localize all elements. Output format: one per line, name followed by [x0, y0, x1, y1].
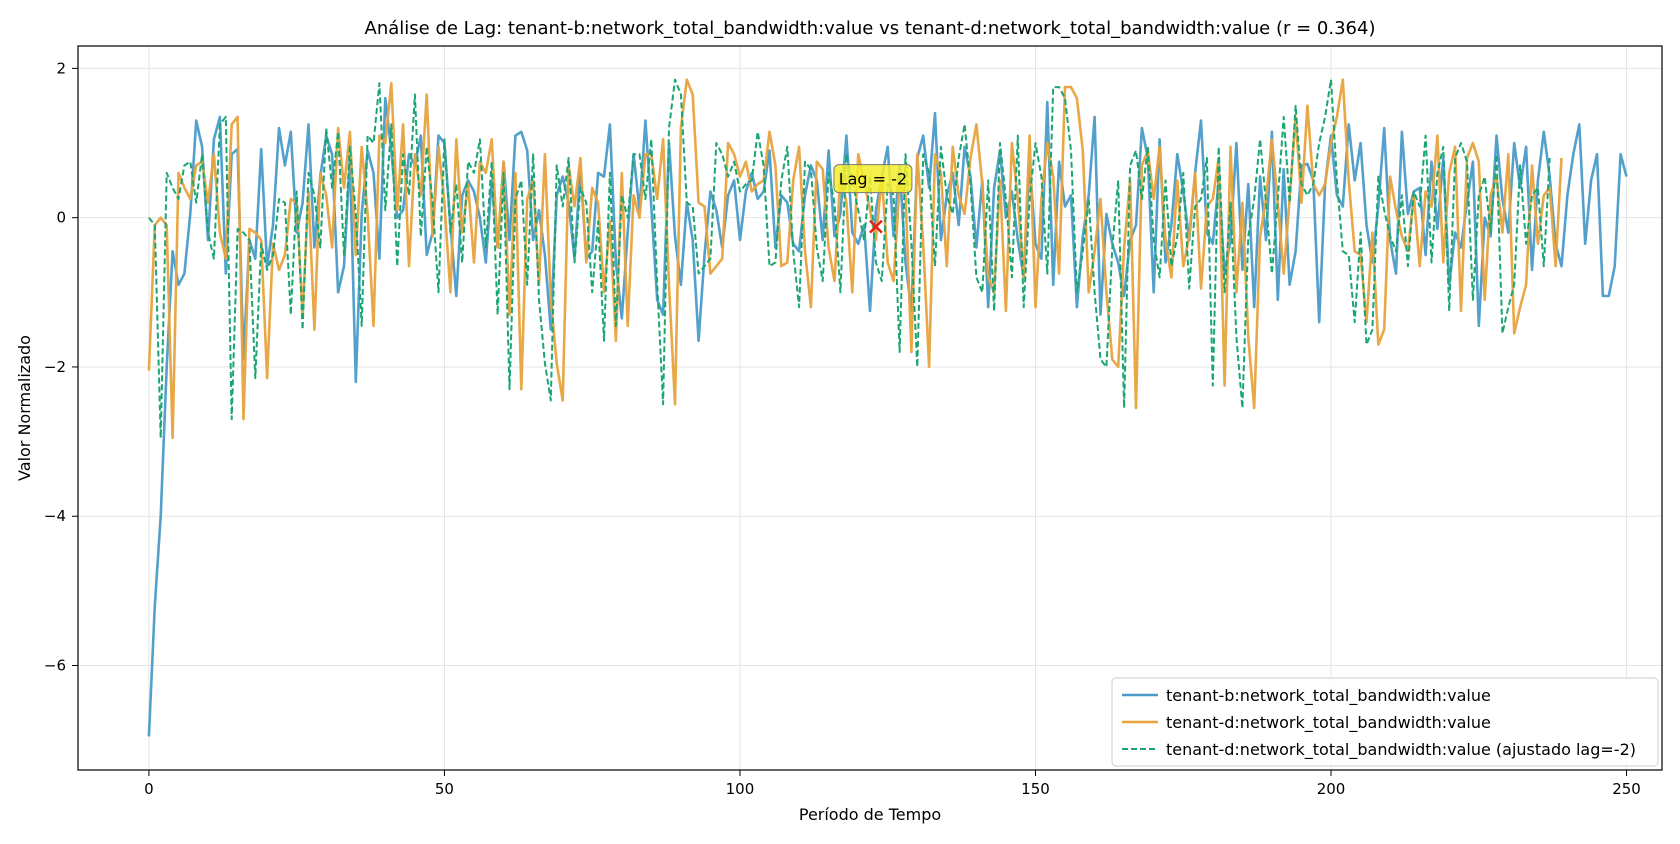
y-tick-label: −4 — [44, 507, 66, 525]
x-tick-label: 100 — [726, 780, 755, 798]
legend-label: tenant-d:network_total_bandwidth:value — [1166, 713, 1491, 733]
y-axis-label: Valor Normalizado — [15, 335, 34, 481]
y-tick-label: 0 — [56, 209, 66, 227]
lag-marker-x — [869, 219, 883, 234]
legend-box — [1111, 677, 1659, 767]
y-tick-label: −2 — [44, 358, 66, 376]
lag-annotation-text: Lag = -2 — [839, 170, 907, 189]
lag-annotation-box — [833, 164, 913, 194]
x-axis-label: Período de Tempo — [799, 805, 941, 824]
y-tick-label: 2 — [56, 59, 66, 77]
x-tick-label: 0 — [144, 780, 154, 798]
x-tick-label: 200 — [1317, 780, 1346, 798]
lag-annotation: Lag = -2 — [833, 164, 913, 234]
legend-label: tenant-d:network_total_bandwidth:value (… — [1166, 740, 1636, 760]
y-axis-ticks: 2 0 −2 −4 −6 — [44, 59, 78, 675]
legend: tenant-b:network_total_bandwidth:valuete… — [1111, 677, 1659, 767]
series-line-2 — [147, 78, 1563, 440]
x-tick-label: 50 — [435, 780, 454, 798]
x-axis-ticks: 0 50 100 150 200 250 — [144, 770, 1641, 798]
x-tick-label: 250 — [1612, 780, 1641, 798]
legend-label: tenant-b:network_total_bandwidth:value — [1166, 686, 1491, 706]
plot-frame — [77, 45, 1663, 771]
chart-title: Análise de Lag: tenant-b:network_total_b… — [365, 18, 1376, 39]
x-tick-label: 150 — [1021, 780, 1050, 798]
y-tick-label: −6 — [44, 657, 66, 675]
